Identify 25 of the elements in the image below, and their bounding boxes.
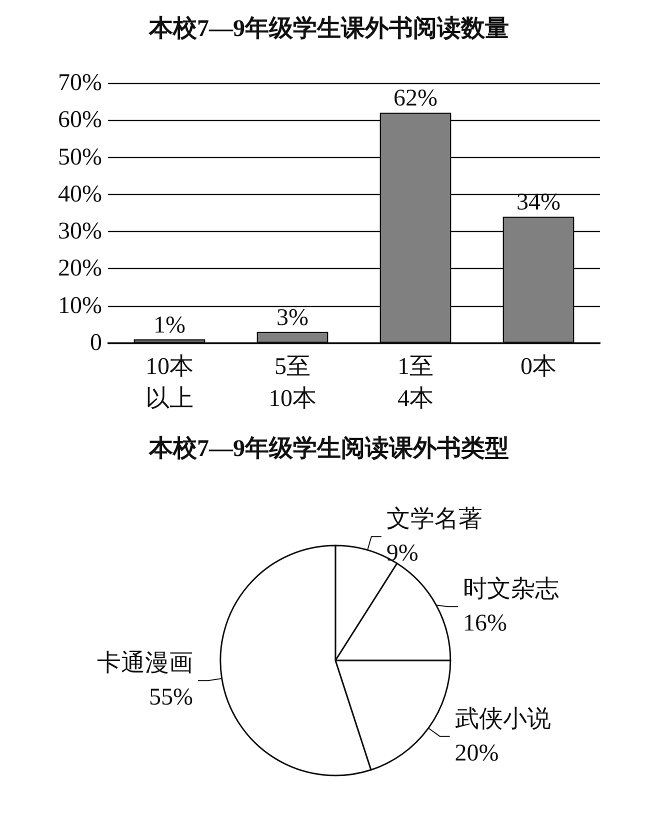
data-label: 55% [149, 684, 194, 711]
y-tick-label: 70% [58, 70, 102, 96]
data-label: 16% [462, 610, 507, 637]
y-tick-label: 40% [58, 181, 102, 208]
data-label: 3% [276, 304, 308, 331]
chart-title: 本校7—9年级学生阅读课外书类型 [148, 435, 509, 462]
x-tick-label: 10本以上 [146, 354, 194, 412]
data-label: 20% [454, 740, 499, 766]
y-tick-label: 50% [58, 144, 102, 170]
x-tick-label: 5至10本 [268, 354, 316, 412]
y-tick-label: 0 [90, 330, 102, 356]
y-tick-label: 30% [58, 218, 102, 245]
data-label: 1% [154, 312, 186, 338]
x-tick-label: 1至4本 [398, 354, 434, 412]
y-tick-label: 60% [58, 107, 102, 134]
y-tick-label: 10% [58, 292, 102, 319]
slice-label: 文学名著 [386, 506, 482, 533]
slice-label: 时文杂志 [462, 576, 559, 603]
slice-label: 武侠小说 [454, 706, 551, 732]
data-label: 62% [394, 86, 438, 112]
y-tick-label: 20% [58, 256, 102, 282]
slice-label: 卡通漫画 [97, 650, 194, 677]
x-tick-label: 0本 [520, 354, 556, 380]
chart-title: 本校7—9年级学生课外书阅读数量 [148, 15, 509, 42]
data-label: 9% [386, 540, 418, 567]
